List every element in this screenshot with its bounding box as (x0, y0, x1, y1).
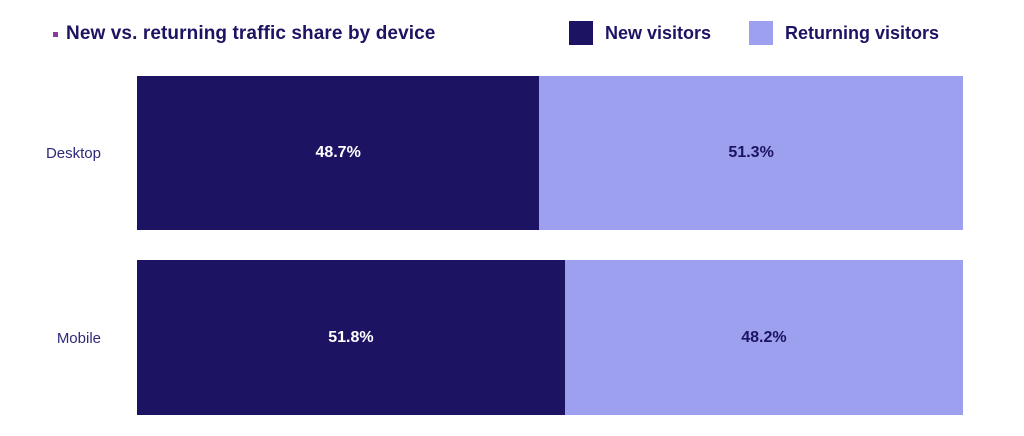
legend-label: Returning visitors (785, 22, 940, 43)
data-label: 48.7% (315, 144, 361, 161)
legend-label: New visitors (605, 22, 712, 43)
chart-legend: New visitors Returning visitors (569, 21, 939, 45)
category-label: Desktop (45, 145, 101, 162)
data-label: 48.2% (741, 328, 787, 346)
chart-title: New vs. returning traffic share by devic… (53, 20, 435, 48)
legend-swatch-new-icon (569, 21, 593, 45)
bar-row-mobile: Mobile 51.8% 48.2% (0, 260, 1024, 415)
category-label: Mobile (56, 330, 101, 347)
chart-title-text: New vs. returning traffic share by devic… (66, 23, 436, 44)
bar-segment-returning: 51.3% (539, 76, 963, 230)
stacked-bar: 51.8% 48.2% (137, 260, 963, 415)
data-label: 51.3% (728, 144, 774, 161)
title-bullet-icon (53, 31, 58, 37)
data-label: 51.8% (328, 328, 374, 346)
stacked-bar: 48.7% 51.3% (137, 76, 963, 230)
bar-segment-returning: 48.2% (564, 260, 963, 415)
bar-segment-new: 48.7% (137, 76, 540, 230)
bar-row-desktop: Desktop 48.7% 51.3% (0, 76, 1024, 230)
legend-swatch-returning-icon (749, 21, 774, 45)
legend-item-returning-visitors: Returning visitors (749, 21, 939, 45)
legend-item-new-visitors: New visitors (569, 21, 711, 45)
bar-segment-new: 51.8% (137, 260, 565, 415)
